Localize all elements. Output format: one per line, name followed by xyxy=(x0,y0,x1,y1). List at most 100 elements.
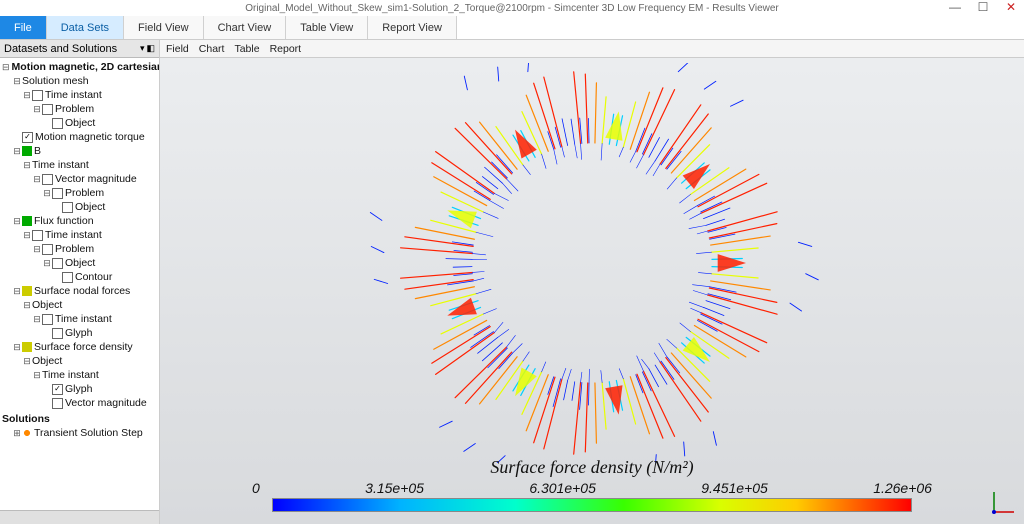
expand-toggle-icon[interactable]: ⊟ xyxy=(22,88,32,102)
tree-checkbox[interactable] xyxy=(42,314,53,325)
expand-toggle-icon[interactable]: ⊟ xyxy=(22,354,32,368)
tree-node[interactable]: Object xyxy=(2,116,157,130)
tree-node[interactable]: ⊟Motion magnetic, 2D cartesian xyxy=(2,60,157,74)
tree-checkbox[interactable] xyxy=(52,118,63,129)
tree-checkbox[interactable] xyxy=(42,104,53,115)
tree-node[interactable]: Glyph xyxy=(2,326,157,340)
minimize-icon[interactable]: — xyxy=(946,0,964,14)
tree-node[interactable]: ⊟Time instant xyxy=(2,228,157,242)
tree-node[interactable]: ⊟Time instant xyxy=(2,158,157,172)
expand-toggle-icon[interactable]: ⊟ xyxy=(12,284,22,298)
tree-node[interactable]: ⊟ Problem xyxy=(2,102,157,116)
dropdown-arrow-icon[interactable]: ▾ xyxy=(140,43,145,54)
tree-checkbox[interactable] xyxy=(52,384,63,395)
tree-checkbox[interactable] xyxy=(62,272,73,283)
expand-toggle-icon[interactable]: ⊟ xyxy=(12,214,22,228)
sidebar-header-label: Datasets and Solutions xyxy=(4,43,117,55)
tree-checkbox[interactable] xyxy=(52,398,63,409)
expand-toggle-icon[interactable]: ⊟ xyxy=(42,186,52,200)
expand-toggle-icon[interactable]: ⊟ xyxy=(32,312,42,326)
tree-node[interactable]: ⊟ Object xyxy=(2,256,157,270)
sidebar-header[interactable]: Datasets and Solutions ▾◧ xyxy=(0,40,159,58)
expand-toggle-icon[interactable]: ⊟ xyxy=(22,298,32,312)
toolbar-item-report[interactable]: Report xyxy=(270,43,302,55)
expand-toggle-icon[interactable]: ⊟ xyxy=(12,144,22,158)
tree-section-solutions: Solutions xyxy=(2,412,157,426)
window-titlebar: Original_Model_Without_Skew_sim1-Solutio… xyxy=(0,0,1024,16)
tree-node[interactable]: ⊟ Flux function xyxy=(2,214,157,228)
tree-node-label: Problem xyxy=(55,102,94,116)
tree-checkbox[interactable] xyxy=(42,244,53,255)
expand-toggle-icon[interactable]: ⊟ xyxy=(32,242,42,256)
tree-node[interactable]: ⊟Time instant xyxy=(2,88,157,102)
tree-node[interactable]: Motion magnetic torque xyxy=(2,130,157,144)
tree-node[interactable]: ⊟Time instant xyxy=(2,312,157,326)
tab-table-view[interactable]: Table View xyxy=(286,16,368,39)
tree-node-icon xyxy=(22,428,32,438)
tree-checkbox[interactable] xyxy=(32,230,43,241)
tree-node[interactable]: Contour xyxy=(2,270,157,284)
tree-node[interactable]: Vector magnitude xyxy=(2,396,157,410)
tree-node[interactable]: Object xyxy=(2,200,157,214)
sidebar-toggle-icon[interactable]: ◧ xyxy=(146,43,155,54)
tab-file[interactable]: File xyxy=(0,16,47,39)
tree-node[interactable]: ⊟Problem xyxy=(2,242,157,256)
tree-node-label: Object xyxy=(32,298,62,312)
tree-node[interactable]: ⊞Transient Solution Step xyxy=(2,426,157,440)
expand-toggle-icon[interactable]: ⊟ xyxy=(32,102,42,116)
window-title: Original_Model_Without_Skew_sim1-Solutio… xyxy=(245,3,779,14)
color-legend: Surface force density (N/m²) 0 3.15e+05 … xyxy=(252,457,932,512)
expand-toggle-icon[interactable]: ⊟ xyxy=(32,368,42,382)
tree-node[interactable]: ⊟Object xyxy=(2,298,157,312)
tree-node-label: Object xyxy=(65,256,95,270)
tree-node[interactable]: ⊟ Problem xyxy=(2,186,157,200)
tab-data-sets[interactable]: Data Sets xyxy=(47,16,124,39)
ribbon-tabbar: File Data Sets Field View Chart View Tab… xyxy=(0,16,1024,40)
tree-checkbox[interactable] xyxy=(42,174,53,185)
tree-node-label: Problem xyxy=(65,186,104,200)
expand-toggle-icon[interactable]: ⊟ xyxy=(42,256,52,270)
tree-node[interactable]: Glyph xyxy=(2,382,157,396)
tree-checkbox[interactable] xyxy=(22,132,33,143)
tab-field-view[interactable]: Field View xyxy=(124,16,204,39)
tree-node-label: Vector magnitude xyxy=(55,172,137,186)
tree-node-label: Surface force density xyxy=(34,340,133,354)
tree-node[interactable]: ⊟ Vector magnitude xyxy=(2,172,157,186)
maximize-icon[interactable]: ☐ xyxy=(974,0,992,14)
tree-node-icon xyxy=(22,342,32,352)
tree-node[interactable]: ⊟Surface nodal forces xyxy=(2,284,157,298)
expand-toggle-icon[interactable]: ⊞ xyxy=(12,426,22,440)
expand-toggle-icon[interactable]: ⊟ xyxy=(32,172,42,186)
tree-node-label: Time instant xyxy=(32,158,89,172)
toolbar-item-field[interactable]: Field xyxy=(166,43,189,55)
legend-ticks: 0 3.15e+05 6.301e+05 9.451e+05 1.26e+06 xyxy=(252,480,932,496)
expand-toggle-icon[interactable]: ⊟ xyxy=(22,158,32,172)
tree-node[interactable]: ⊟ Surface force density xyxy=(2,340,157,354)
toolbar-item-table[interactable]: Table xyxy=(234,43,259,55)
tree-node-label: Flux function xyxy=(34,214,94,228)
viewport-3d[interactable]: Surface force density (N/m²) 0 3.15e+05 … xyxy=(160,58,1024,524)
tree-checkbox[interactable] xyxy=(52,258,63,269)
expand-toggle-icon[interactable]: ⊟ xyxy=(12,74,22,88)
legend-tick: 6.301e+05 xyxy=(529,480,596,496)
tab-report-view[interactable]: Report View xyxy=(368,16,457,39)
tree-node-label: Object xyxy=(65,116,95,130)
toolbar-item-chart[interactable]: Chart xyxy=(199,43,225,55)
tree-checkbox[interactable] xyxy=(52,328,63,339)
tree-node[interactable]: ⊟Solution mesh xyxy=(2,74,157,88)
expand-toggle-icon[interactable]: ⊟ xyxy=(2,60,10,74)
tree-node[interactable]: ⊟Time instant xyxy=(2,368,157,382)
tab-chart-view[interactable]: Chart View xyxy=(204,16,287,39)
tree-node-icon xyxy=(22,286,32,296)
tree-checkbox[interactable] xyxy=(52,188,63,199)
datasets-tree[interactable]: ⊟Motion magnetic, 2D cartesian⊟Solution … xyxy=(0,58,159,510)
tree-node[interactable]: ⊟Object xyxy=(2,354,157,368)
close-icon[interactable]: ✕ xyxy=(1002,0,1020,14)
tree-checkbox[interactable] xyxy=(32,90,43,101)
tree-checkbox[interactable] xyxy=(62,202,73,213)
tree-node-label: Motion magnetic torque xyxy=(35,130,145,144)
tree-node[interactable]: ⊟B xyxy=(2,144,157,158)
expand-toggle-icon[interactable]: ⊟ xyxy=(22,228,32,242)
orientation-triad[interactable] xyxy=(988,488,1018,518)
expand-toggle-icon[interactable]: ⊟ xyxy=(12,340,22,354)
